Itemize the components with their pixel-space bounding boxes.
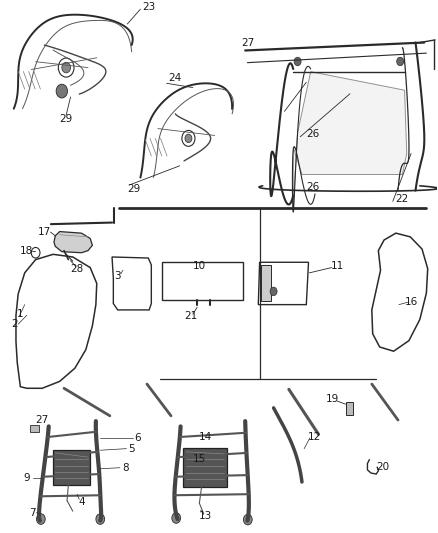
Bar (261, 265, 271, 302)
Text: 16: 16 (404, 297, 418, 307)
Text: 3: 3 (114, 271, 121, 280)
Text: 15: 15 (193, 454, 206, 464)
Circle shape (397, 57, 404, 66)
Text: 20: 20 (377, 462, 390, 472)
Circle shape (96, 514, 105, 524)
Text: 2: 2 (11, 319, 18, 329)
Bar (53, 450, 90, 484)
Text: 11: 11 (331, 261, 344, 271)
Text: 13: 13 (198, 512, 212, 521)
Text: 19: 19 (326, 394, 339, 404)
Polygon shape (293, 71, 407, 207)
Text: 1: 1 (17, 309, 24, 319)
Text: 26: 26 (307, 129, 320, 139)
Text: 29: 29 (60, 114, 73, 124)
Text: 21: 21 (184, 311, 197, 321)
Polygon shape (54, 231, 92, 253)
Text: 7: 7 (29, 508, 35, 518)
Text: 23: 23 (142, 2, 156, 12)
Text: 18: 18 (19, 246, 33, 256)
Text: 27: 27 (35, 415, 49, 425)
Circle shape (244, 514, 252, 525)
Text: 28: 28 (71, 264, 84, 274)
Text: 27: 27 (241, 37, 254, 47)
Bar (30, 425, 39, 432)
Text: 12: 12 (307, 432, 321, 442)
Text: 24: 24 (169, 73, 182, 83)
Circle shape (270, 287, 277, 296)
Text: 29: 29 (127, 184, 141, 194)
Text: 8: 8 (122, 463, 128, 473)
Bar (183, 448, 227, 487)
Circle shape (185, 134, 192, 143)
Bar (346, 401, 353, 415)
Circle shape (36, 514, 45, 524)
Text: 14: 14 (198, 432, 212, 442)
Text: 9: 9 (24, 473, 30, 483)
Text: 22: 22 (395, 193, 408, 204)
Text: 6: 6 (134, 433, 141, 443)
Circle shape (56, 84, 67, 98)
Circle shape (172, 513, 180, 523)
Circle shape (294, 57, 301, 66)
Text: 5: 5 (128, 443, 135, 454)
Text: 4: 4 (78, 497, 85, 506)
Text: 10: 10 (193, 261, 206, 271)
Text: 26: 26 (307, 182, 320, 192)
Text: 17: 17 (38, 227, 51, 237)
Circle shape (62, 62, 71, 73)
